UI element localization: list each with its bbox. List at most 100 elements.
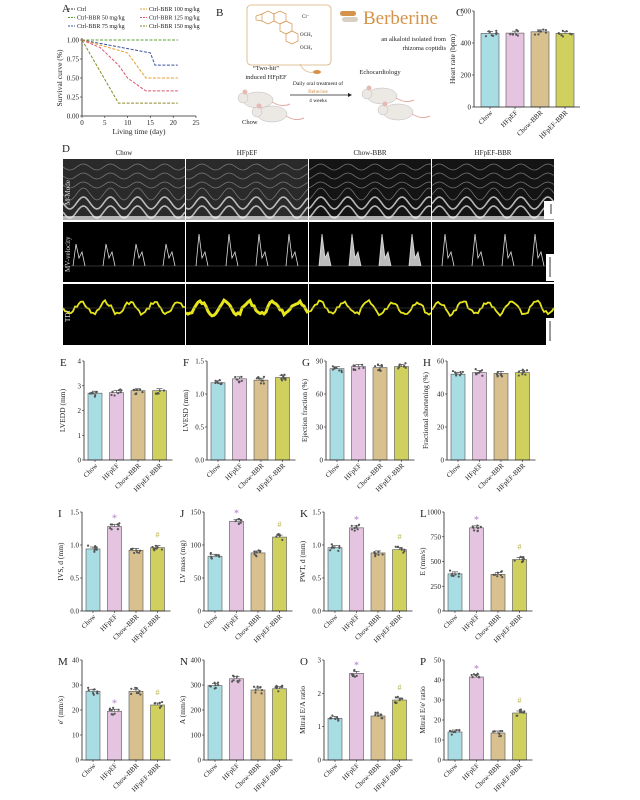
data-point: [88, 392, 92, 395]
data-point: [481, 374, 484, 377]
mv-wave: [72, 243, 86, 267]
och3-label: OCH₃: [300, 46, 313, 51]
bar-hfpef: [229, 520, 244, 612]
data-point: [539, 30, 542, 33]
data-point: [93, 395, 96, 398]
data-point: [521, 368, 524, 371]
y-tick-label: 0.0: [195, 457, 204, 465]
data-point: [214, 381, 217, 385]
y-tick-label: 30: [72, 682, 80, 690]
x-tick-label: Chow: [322, 761, 340, 779]
mouse-head: [251, 106, 263, 118]
m-mode-trace: [431, 172, 555, 180]
mv-wave: [471, 233, 485, 267]
data-point: [117, 389, 121, 392]
y-tick-label: 1.5: [70, 509, 79, 517]
two-hit-label: “Two-hit”: [253, 65, 279, 72]
x-tick-label: 10: [124, 119, 132, 127]
panel-label: O: [300, 656, 308, 668]
data-point: [472, 673, 476, 676]
data-point: [376, 363, 380, 366]
mouse-ear: [242, 89, 248, 95]
data-point: [133, 388, 136, 392]
data-point: [218, 378, 221, 382]
treatment-drug-label: Beberine: [308, 89, 328, 95]
x-tick-label: Chow: [202, 761, 220, 779]
series-line-ctrl-bbr-100-mg-kg: [81, 39, 178, 79]
m-mode-bright-band: [186, 216, 308, 220]
significance-star: *: [474, 664, 479, 675]
data-point: [130, 692, 133, 696]
m-mode-trace: [308, 172, 432, 180]
significance-hash: #: [156, 688, 160, 697]
m-mode-trace: [308, 163, 432, 171]
data-point: [340, 369, 343, 372]
x-tick-label: HFpEF: [464, 462, 484, 482]
data-point: [216, 681, 220, 684]
data-point: [240, 379, 243, 382]
data-point: [136, 551, 139, 554]
data-point: [260, 692, 263, 695]
bar-chow-bbr: [253, 379, 269, 461]
m-mode-trace: [62, 172, 186, 180]
data-point: [92, 693, 95, 696]
bar-hfpef-bbr: [272, 688, 287, 761]
bar-chow: [447, 731, 463, 761]
data-point: [565, 30, 568, 33]
data-point: [283, 373, 286, 376]
data-point: [260, 689, 264, 692]
y-tick-label: 0.75: [67, 56, 80, 64]
bar-hfpef-bbr: [272, 536, 287, 612]
bar-hfpef-bbr: [150, 704, 165, 761]
legend-label: Ctrl-BBR 150 mg/kg: [149, 24, 200, 30]
mouse-ear: [382, 101, 388, 107]
data-point: [95, 391, 98, 394]
bar-hfpef: [229, 678, 244, 761]
significance-hash: #: [278, 520, 282, 529]
y-tick-label: 0: [468, 104, 472, 112]
berberine-structure-icon: [255, 10, 299, 45]
data-point: [521, 556, 524, 559]
data-point: [284, 378, 287, 381]
significance-hash: #: [398, 533, 402, 542]
panel-label: G: [302, 357, 310, 369]
data-point: [471, 525, 474, 528]
data-point: [524, 373, 527, 376]
mouse-head: [237, 92, 249, 104]
data-point: [475, 673, 479, 677]
m-mode-trace: [62, 181, 186, 189]
panel-label: L: [420, 508, 427, 520]
y-tick-label: 400: [461, 40, 472, 48]
tdi-trace: [431, 299, 555, 318]
scale-bar-icon: [544, 201, 554, 219]
data-point: [479, 525, 482, 528]
data-point: [160, 548, 164, 551]
data-point: [498, 735, 501, 738]
y-tick-label: 40: [434, 677, 442, 685]
x-tick-label: HFpEF: [461, 762, 481, 782]
y-tick-label: 600: [461, 8, 472, 16]
tdi-trace: [185, 298, 310, 318]
data-point: [93, 688, 96, 691]
y-tick-label: 1: [318, 723, 322, 731]
data-point: [377, 553, 380, 556]
data-point: [259, 382, 263, 385]
legend-label: Ctrl-BBR 125 mg/kg: [149, 16, 200, 22]
data-point: [544, 28, 548, 32]
bar-chow-bbr: [490, 574, 506, 612]
data-point: [354, 368, 357, 371]
data-point: [500, 373, 503, 376]
y-tick-label: 20: [72, 707, 80, 715]
data-point: [133, 551, 136, 555]
data-point: [450, 730, 454, 733]
mouse-ear: [366, 85, 372, 91]
m-mode-bright-band: [63, 216, 185, 220]
data-point: [381, 716, 384, 720]
mv-velocity-image: [63, 222, 185, 282]
data-point: [376, 711, 379, 714]
data-point: [110, 708, 113, 712]
mv-wave: [531, 233, 545, 267]
y-tick-label: 3: [318, 657, 322, 665]
data-point: [516, 714, 519, 717]
